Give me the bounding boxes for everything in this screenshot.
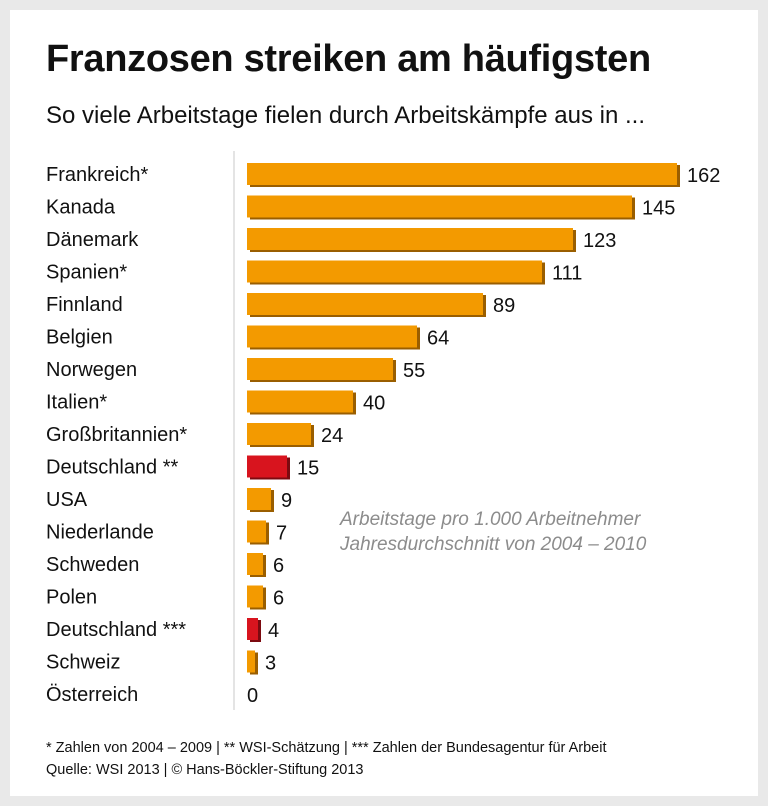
- value-label-usa: 9: [281, 490, 292, 512]
- bar-grossbritannien-1star: [247, 423, 311, 445]
- bar-schweden: [247, 553, 263, 575]
- chart-annotation: Arbeitstage pro 1.000 Arbeitnehmer Jahre…: [340, 507, 646, 557]
- bar-italien-1star: [247, 390, 353, 413]
- value-label-frankreich-1star: 162: [687, 165, 720, 187]
- category-label-usa: USA: [46, 489, 88, 511]
- bar-deutschland-2star: [247, 455, 287, 478]
- value-label-niederlande: 7: [276, 523, 287, 545]
- category-label-niederlande: Niederlande: [46, 522, 154, 544]
- chart-card: Franzosen streiken am häufigsten So viel…: [10, 10, 758, 796]
- value-label-kanada: 145: [642, 198, 675, 220]
- bar-kanada: [247, 195, 632, 218]
- bar-schweiz: [247, 650, 255, 673]
- category-label-grossbritannien-1star: Großbritannien*: [46, 424, 187, 446]
- footnote-line-1: * Zahlen von 2004 – 2009 | ** WSI-Schätz…: [46, 740, 607, 756]
- footnote-line-2: Quelle: WSI 2013 | © Hans-Böckler-Stiftu…: [46, 762, 364, 778]
- value-label-deutschland-3star: 4: [268, 620, 279, 642]
- category-label-deutschland-3star: Deutschland ***: [46, 619, 186, 641]
- bar-usa: [247, 488, 271, 510]
- category-label-spanien-1star: Spanien*: [46, 262, 127, 284]
- bar-deutschland-3star: [247, 618, 258, 640]
- category-label-deutschland-2star: Deutschland **: [46, 457, 179, 479]
- value-label-spanien-1star: 111: [552, 263, 582, 285]
- value-label-norwegen: 55: [403, 360, 425, 382]
- value-label-oesterreich: 0: [247, 685, 258, 707]
- value-label-schweiz: 3: [265, 653, 276, 675]
- category-label-frankreich-1star: Frankreich*: [46, 164, 148, 186]
- category-label-norwegen: Norwegen: [46, 359, 137, 381]
- annotation-line-2: Jahresdurchschnitt von 2004 – 2010: [340, 534, 647, 555]
- category-label-finnland: Finnland: [46, 294, 123, 316]
- bar-niederlande: [247, 520, 266, 543]
- value-label-finnland: 89: [493, 295, 515, 317]
- bar-chart: Frankreich* 162 Kanada 145 Dänemark 123 Spanie…: [46, 151, 720, 710]
- bar-spanien-1star: [247, 260, 542, 283]
- chart-footnote: * Zahlen von 2004 – 2009 | ** WSI-Schätz…: [46, 737, 607, 781]
- value-label-daenemark: 123: [583, 230, 616, 252]
- bar-frankreich-1star: [247, 163, 677, 185]
- category-label-kanada: Kanada: [46, 197, 116, 219]
- bar-norwegen: [247, 358, 393, 380]
- category-label-daenemark: Dänemark: [46, 229, 139, 251]
- category-label-schweden: Schweden: [46, 554, 139, 576]
- annotation-line-1: Arbeitstage pro 1.000 Arbeitnehmer: [340, 509, 641, 530]
- category-label-italien-1star: Italien*: [46, 392, 107, 414]
- bar-polen: [247, 585, 263, 608]
- category-label-belgien: Belgien: [46, 327, 113, 349]
- bar-finnland: [247, 293, 483, 315]
- bar-belgien: [247, 325, 417, 348]
- value-label-italien-1star: 40: [363, 393, 385, 415]
- value-label-deutschland-2star: 15: [297, 458, 319, 480]
- value-label-belgien: 64: [427, 328, 449, 350]
- chart-subtitle: So viele Arbeitstage fielen durch Arbeit…: [46, 102, 646, 129]
- category-label-oesterreich: Österreich: [46, 684, 138, 706]
- value-label-schweden: 6: [273, 555, 284, 577]
- bar-daenemark: [247, 228, 573, 250]
- value-label-grossbritannien-1star: 24: [321, 425, 343, 447]
- bars-group: Frankreich* 162 Kanada 145 Dänemark 123 Spanie…: [46, 163, 720, 707]
- category-label-schweiz: Schweiz: [46, 652, 120, 674]
- value-label-polen: 6: [273, 588, 284, 610]
- chart-title: Franzosen streiken am häufigsten: [46, 38, 651, 80]
- category-label-polen: Polen: [46, 587, 97, 609]
